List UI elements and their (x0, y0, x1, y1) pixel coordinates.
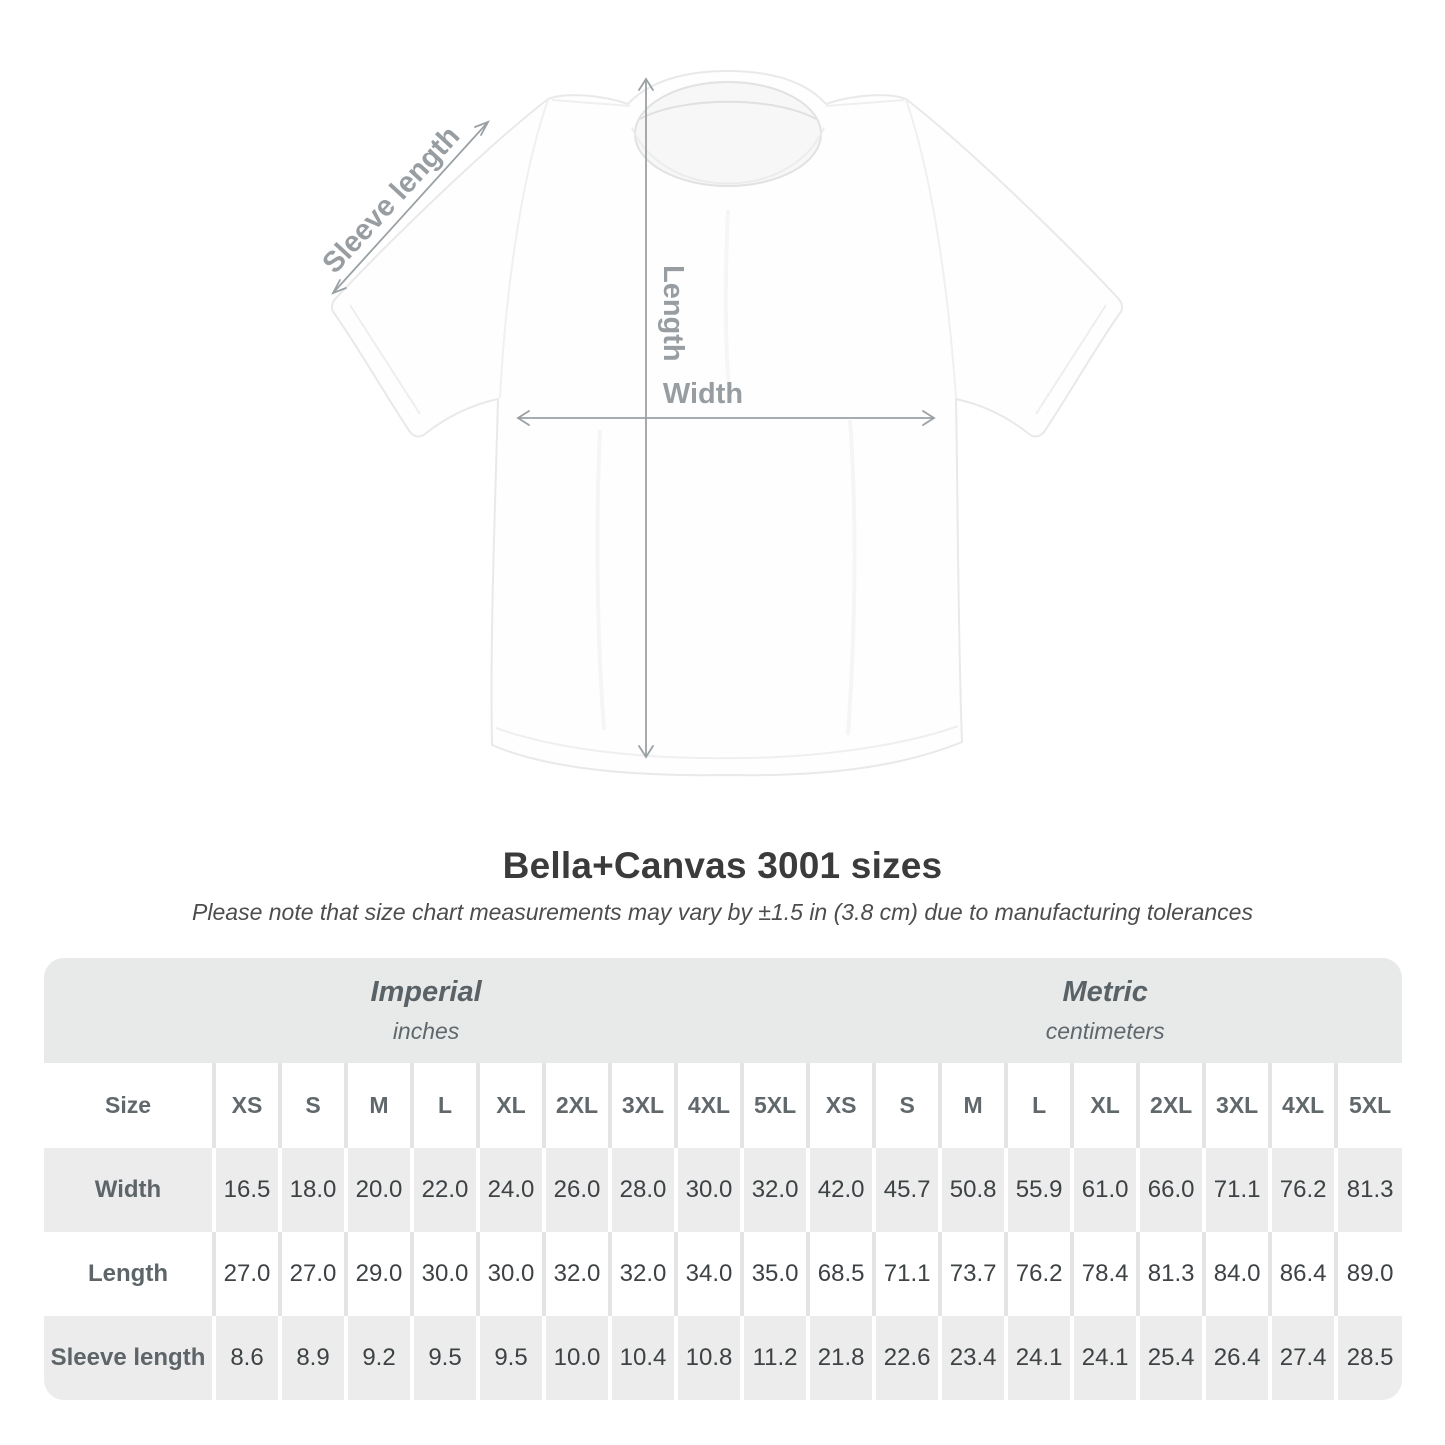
table-cell: 29.0 (344, 1232, 412, 1316)
size-col-header: XS (806, 1063, 875, 1148)
table-cell: 30.0 (674, 1148, 742, 1232)
table-cell: 10.0 (542, 1316, 610, 1400)
size-col-header: XL (1070, 1063, 1139, 1148)
table-cell: 45.7 (872, 1148, 941, 1232)
table-cell: 81.3 (1136, 1232, 1205, 1316)
size-col-header: S (872, 1063, 941, 1148)
table-cell: 73.7 (938, 1232, 1007, 1316)
table-cell: 21.8 (806, 1316, 875, 1400)
table-cell: 66.0 (1136, 1148, 1205, 1232)
table-cell: 28.0 (608, 1148, 676, 1232)
table-cell: 27.4 (1268, 1316, 1337, 1400)
table-cell: 20.0 (344, 1148, 412, 1232)
table-cell: 10.8 (674, 1316, 742, 1400)
table-cell: 26.4 (1202, 1316, 1271, 1400)
size-col-header: L (1004, 1063, 1073, 1148)
table-cell: 50.8 (938, 1148, 1007, 1232)
table-cell: 35.0 (739, 1232, 809, 1316)
sleeve-length-arrow (331, 120, 490, 295)
size-col-header: 4XL (674, 1063, 742, 1148)
table-cell: 8.9 (278, 1316, 346, 1400)
metric-label: Metric (1062, 976, 1148, 1009)
size-col-header: 4XL (1268, 1063, 1337, 1148)
corner-label: Size (44, 1063, 214, 1148)
page-title: Bella+Canvas 3001 sizes (502, 845, 943, 886)
tshirt-diagram: Sleeve length Length Width (316, 70, 1124, 777)
table-cell: 32.0 (739, 1148, 809, 1232)
imperial-section-header: Imperial inches (44, 958, 809, 1063)
imperial-unit: inches (392, 1017, 460, 1044)
table-cell: 8.6 (212, 1316, 280, 1400)
row-label: Width (44, 1148, 214, 1232)
table-cell: 84.0 (1202, 1232, 1271, 1316)
tshirt-graphic (330, 70, 1124, 777)
table-cell: 24.1 (1004, 1316, 1073, 1400)
table-cell: 27.0 (278, 1232, 346, 1316)
table-cell: 86.4 (1268, 1232, 1337, 1316)
size-col-header: XS (212, 1063, 280, 1148)
table-cell: 26.0 (542, 1148, 610, 1232)
imperial-label: Imperial (370, 976, 482, 1009)
table-cell: 9.5 (410, 1316, 478, 1400)
size-col-header: 2XL (542, 1063, 610, 1148)
table-cell: 71.1 (1202, 1148, 1271, 1232)
table-cell: 9.5 (476, 1316, 544, 1400)
width-label: Width (663, 378, 743, 410)
table-cell: 9.2 (344, 1316, 412, 1400)
table-cell: 32.0 (542, 1232, 610, 1316)
table-cell: 28.5 (1334, 1316, 1402, 1400)
row-label: Length (44, 1232, 214, 1316)
table-cell: 27.0 (212, 1232, 280, 1316)
table-row-sleeve-length: Sleeve length 8.6 8.9 9.2 9.5 9.5 10.0 1… (44, 1316, 1402, 1400)
size-col-header: M (344, 1063, 412, 1148)
table-cell: 42.0 (806, 1148, 875, 1232)
table-row-width: Width 16.5 18.0 20.0 22.0 24.0 26.0 28.0… (44, 1148, 1402, 1232)
size-chart-table: Imperial inches Metric centimeters Size … (44, 958, 1402, 1400)
table-cell: 23.4 (938, 1316, 1007, 1400)
table-cell: 81.3 (1334, 1148, 1402, 1232)
length-label: Length (657, 265, 689, 362)
table-row-length: Length 27.0 27.0 29.0 30.0 30.0 32.0 32.… (44, 1232, 1402, 1316)
metric-section-header: Metric centimeters (808, 958, 1402, 1063)
table-cell: 30.0 (410, 1232, 478, 1316)
table-cell: 22.0 (410, 1148, 478, 1232)
row-label: Sleeve length (44, 1316, 214, 1400)
size-col-header: 3XL (1202, 1063, 1271, 1148)
table-cell: 68.5 (806, 1232, 875, 1316)
metric-unit: centimeters (1045, 1017, 1165, 1044)
table-cell: 32.0 (608, 1232, 676, 1316)
size-col-header: M (938, 1063, 1007, 1148)
tolerance-note: Please note that size chart measurements… (192, 899, 1253, 925)
table-cell: 78.4 (1070, 1232, 1139, 1316)
size-col-header: 3XL (608, 1063, 676, 1148)
table-cell: 24.0 (476, 1148, 544, 1232)
table-cell: 30.0 (476, 1232, 544, 1316)
size-col-header: S (278, 1063, 346, 1148)
size-col-header: XL (476, 1063, 544, 1148)
table-cell: 76.2 (1004, 1232, 1073, 1316)
table-cell: 11.2 (739, 1316, 809, 1400)
table-cell: 18.0 (278, 1148, 346, 1232)
size-chart: Imperial inches Metric centimeters Size … (44, 958, 1402, 1400)
table-cell: 25.4 (1136, 1316, 1205, 1400)
table-cell: 76.2 (1268, 1148, 1337, 1232)
table-cell: 61.0 (1070, 1148, 1139, 1232)
table-cell: 34.0 (674, 1232, 742, 1316)
table-cell: 16.5 (212, 1148, 280, 1232)
table-cell: 55.9 (1004, 1148, 1073, 1232)
size-col-header: 5XL (1334, 1063, 1402, 1148)
table-cell: 10.4 (608, 1316, 676, 1400)
size-col-header: 5XL (739, 1063, 809, 1148)
size-col-header: L (410, 1063, 478, 1148)
size-col-header: 2XL (1136, 1063, 1205, 1148)
table-cell: 24.1 (1070, 1316, 1139, 1400)
width-arrow (516, 410, 936, 426)
table-cell: 22.6 (872, 1316, 941, 1400)
table-cell: 89.0 (1334, 1232, 1402, 1316)
table-cell: 71.1 (872, 1232, 941, 1316)
